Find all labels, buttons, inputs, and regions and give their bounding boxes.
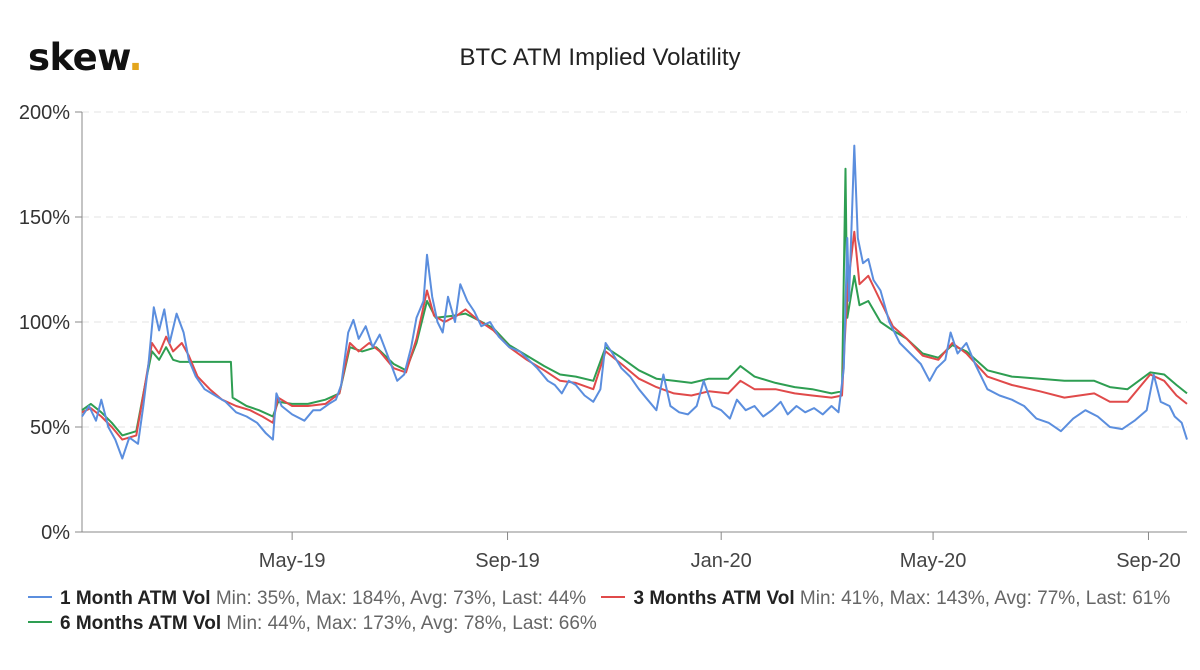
chart-title: BTC ATM Implied Volatility [459,44,741,71]
grid-lines [82,111,1187,428]
series-line-6m [81,167,1188,437]
y-tick-label: 150% [19,207,70,229]
series-line-1m [81,144,1188,460]
legend-item-6m[interactable]: 6 Months ATM Vol Min: 44%, Max: 173%, Av… [28,613,597,635]
x-tick-label: May-19 [259,550,326,572]
line-chart: 0%50%100%150%200% May-19 Sep-19 Jan-20 May-… [19,102,1188,572]
x-tick-label: Sep-19 [475,550,540,572]
legend-swatch-3m [601,595,626,598]
legend-item-3m[interactable]: 3 Months ATM Vol Min: 41%, Max: 143%, Av… [601,588,1170,610]
x-axis: May-19 Sep-19 Jan-20 May-20 Sep-20 [82,531,1187,572]
legend-row-2: 6 Months ATM Vol Min: 44%, Max: 173%, Av… [28,613,607,635]
skew-logo: skew. [28,36,143,79]
legend-item-1m[interactable]: 1 Month ATM Vol Min: 35%, Max: 184%, Avg… [28,588,586,610]
y-tick-label: 200% [19,102,70,124]
x-tick-label: Jan-20 [691,550,752,572]
legend-row-1: 1 Month ATM Vol Min: 35%, Max: 184%, Avg… [28,588,1180,610]
y-tick-label: 0% [41,522,70,544]
x-tick-label: May-20 [900,550,967,572]
legend-swatch-1m [28,595,52,598]
y-axis: 0% 50% 100% 150% 200% [19,102,83,544]
legend-swatch-6m [28,620,52,623]
series-lines [81,144,1188,460]
y-tick-label: 100% [19,312,70,334]
series-line-3m [81,230,1188,441]
x-tick-label: Sep-20 [1116,550,1181,572]
y-tick-label: 50% [30,417,70,439]
